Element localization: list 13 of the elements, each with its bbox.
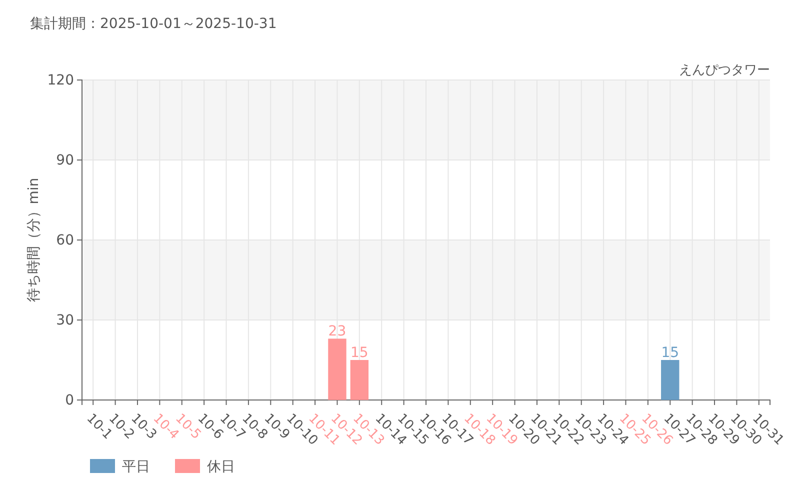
legend-label: 平日 [122, 459, 150, 475]
y-tick-label: 0 [65, 392, 74, 408]
chart-title: 集計期間：2025-10-01～2025-10-31 [30, 16, 277, 32]
legend-label: 休日 [207, 459, 235, 475]
data-label: 15 [350, 345, 368, 361]
chart-subtitle: えんぴつタワー [679, 63, 770, 78]
y-axis-title: 待ち時間（分）min [26, 178, 42, 302]
y-tick-label: 30 [56, 312, 74, 328]
y-tick-label: 90 [56, 152, 74, 168]
data-label: 15 [661, 345, 680, 361]
y-tick-label: 120 [47, 72, 74, 88]
y-tick-label: 60 [56, 232, 74, 248]
data-label: 23 [328, 324, 346, 340]
